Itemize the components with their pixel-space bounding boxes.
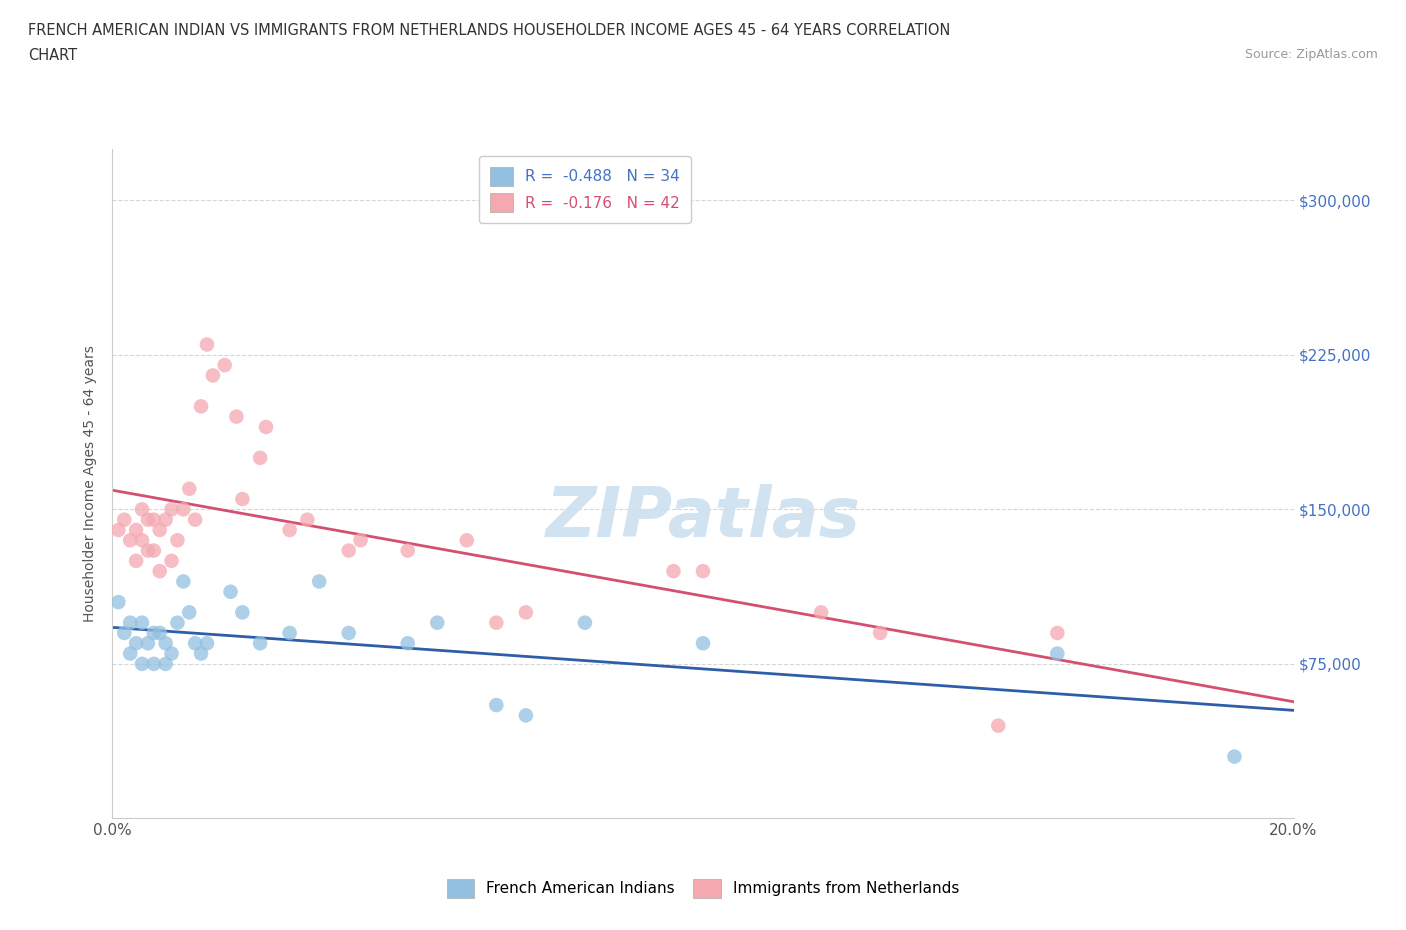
Point [160,502,183,517]
Point [131,616,153,631]
Point [1046,626,1069,641]
Point [172,574,194,589]
Point [155,657,177,671]
Point [149,523,172,538]
Point [574,616,596,631]
Point [810,604,832,619]
Point [308,574,330,589]
Point [136,636,159,651]
Point [125,553,148,568]
Point [456,533,478,548]
Point [396,636,419,651]
Point [195,337,218,352]
Point [231,492,253,507]
Point [869,626,891,641]
Point [249,636,271,651]
Y-axis label: Householder Income Ages 45 - 64 years: Householder Income Ages 45 - 64 years [83,345,97,622]
Point [107,594,129,609]
Point [278,626,301,641]
Point [142,543,165,558]
Point [136,512,159,527]
Point [426,616,449,631]
Text: FRENCH AMERICAN INDIAN VS IMMIGRANTS FROM NETHERLANDS HOUSEHOLDER INCOME AGES 45: FRENCH AMERICAN INDIAN VS IMMIGRANTS FRO… [28,23,950,38]
Point [142,512,165,527]
Point [214,358,236,373]
Point [155,636,177,651]
Point [149,626,172,641]
Point [160,646,183,661]
Point [225,409,247,424]
Point [120,646,142,661]
Point [155,512,177,527]
Text: CHART: CHART [28,48,77,63]
Point [131,502,153,517]
Point [278,523,301,538]
Text: ZIPatlas: ZIPatlas [546,484,860,551]
Point [179,604,201,619]
Point [131,533,153,548]
Point [172,502,194,517]
Point [662,564,685,578]
Point [219,584,242,599]
Point [485,616,508,631]
Text: Source: ZipAtlas.com: Source: ZipAtlas.com [1244,48,1378,61]
Point [136,543,159,558]
Point [297,512,319,527]
Point [987,718,1010,733]
Point [184,512,207,527]
Point [231,604,253,619]
Point [160,553,183,568]
Point [337,543,360,558]
Point [166,533,188,548]
Point [112,512,135,527]
Point [149,564,172,578]
Point [125,523,148,538]
Point [396,543,419,558]
Point [515,604,537,619]
Point [131,657,153,671]
Point [692,564,714,578]
Point [184,636,207,651]
Point [201,368,224,383]
Point [120,616,142,631]
Point [142,626,165,641]
Legend: French American Indians, Immigrants from Netherlands: French American Indians, Immigrants from… [440,873,966,904]
Point [485,698,508,712]
Legend: R =  -0.488   N = 34, R =  -0.176   N = 42: R = -0.488 N = 34, R = -0.176 N = 42 [479,156,690,223]
Point [337,626,360,641]
Point [179,482,201,497]
Point [120,533,142,548]
Point [349,533,371,548]
Point [112,626,135,641]
Point [515,708,537,723]
Point [125,636,148,651]
Point [107,523,129,538]
Point [254,419,277,434]
Point [166,616,188,631]
Point [190,646,212,661]
Point [195,636,218,651]
Point [190,399,212,414]
Point [249,450,271,465]
Point [1223,750,1246,764]
Point [692,636,714,651]
Point [142,657,165,671]
Point [1046,646,1069,661]
